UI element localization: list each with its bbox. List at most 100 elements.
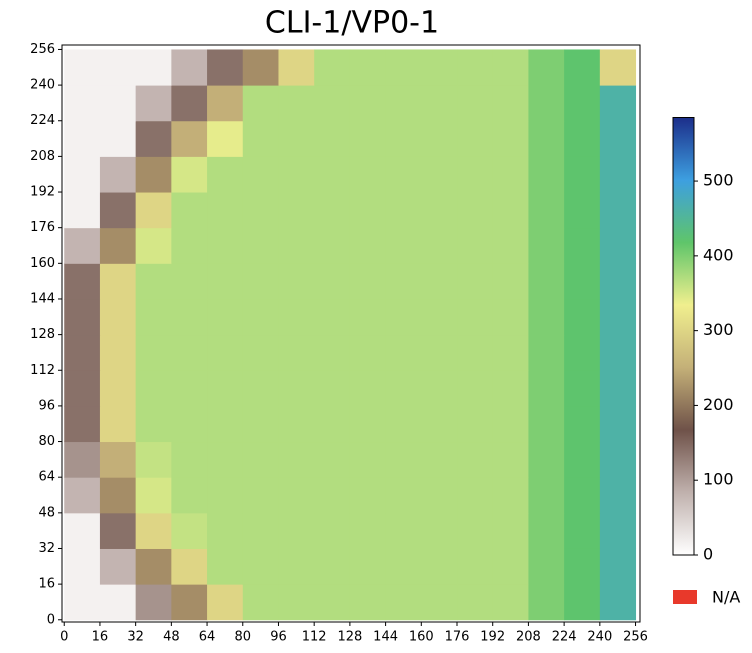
y-tick-label: 112 xyxy=(30,363,55,378)
x-tick-label: 224 xyxy=(552,630,577,645)
heat-cell xyxy=(314,334,351,371)
y-tick-label: 64 xyxy=(38,470,55,485)
heat-cell xyxy=(278,584,315,621)
heat-cell xyxy=(242,405,279,443)
heat-cell xyxy=(278,120,315,157)
heat-cell xyxy=(421,548,458,585)
heat-cell xyxy=(349,370,387,407)
heat-cell xyxy=(99,441,137,478)
y-tick-label: 144 xyxy=(30,291,55,306)
heat-cell xyxy=(242,49,279,86)
heat-cell xyxy=(314,477,351,514)
heat-cell xyxy=(385,548,422,585)
heat-cell xyxy=(314,263,351,300)
heat-cell xyxy=(207,192,244,229)
heat-cell xyxy=(421,298,458,336)
heat-cell xyxy=(64,370,101,407)
heat-cell xyxy=(385,120,422,157)
heat-cell xyxy=(135,584,172,621)
heat-cell xyxy=(242,85,279,122)
heat-cell xyxy=(528,370,565,407)
heat-cell xyxy=(599,441,637,478)
heat-cell xyxy=(64,120,101,157)
heat-cell xyxy=(278,192,315,229)
heat-cell xyxy=(171,370,208,407)
heat-cell xyxy=(349,49,387,86)
heat-cell xyxy=(349,584,387,621)
heat-cell xyxy=(99,120,137,157)
heat-cell xyxy=(385,298,422,336)
heat-cell xyxy=(599,227,637,264)
heat-cell xyxy=(135,441,172,478)
x-tick-label: 144 xyxy=(373,630,398,645)
heat-cell xyxy=(564,512,601,549)
heat-cell xyxy=(171,405,208,443)
heat-cell xyxy=(564,405,601,443)
x-tick-label: 208 xyxy=(516,630,541,645)
heat-cell xyxy=(564,85,601,122)
heat-cell xyxy=(564,156,601,193)
heat-cell xyxy=(99,370,137,407)
heat-cell xyxy=(421,156,458,193)
heat-cell xyxy=(385,405,422,443)
heat-cell xyxy=(349,548,387,585)
colorbar-tick-label: 200 xyxy=(703,395,734,414)
heat-cell xyxy=(457,370,494,407)
colorbar xyxy=(672,117,695,556)
na-label: N/A xyxy=(712,588,740,607)
heat-cell xyxy=(492,263,529,300)
heat-cell xyxy=(64,156,101,193)
heat-cell xyxy=(135,405,172,443)
heat-cell xyxy=(528,49,565,86)
heat-cell xyxy=(135,298,172,336)
heat-cell xyxy=(492,477,529,514)
x-tick-label: 64 xyxy=(199,630,216,645)
heat-cell xyxy=(314,441,351,478)
heat-cell xyxy=(64,49,101,86)
heat-cell xyxy=(457,263,494,300)
heat-cell xyxy=(207,263,244,300)
heat-cell xyxy=(457,584,494,621)
heat-cell xyxy=(64,584,101,621)
heat-cell xyxy=(64,192,101,229)
heat-cell xyxy=(349,85,387,122)
heat-cell xyxy=(278,49,315,86)
heat-cell xyxy=(64,405,101,443)
heat-cell xyxy=(207,85,244,122)
heat-cell xyxy=(242,263,279,300)
heat-cell xyxy=(99,49,137,86)
heat-cell xyxy=(314,370,351,407)
x-tick-label: 48 xyxy=(163,630,180,645)
y-tick-label: 256 xyxy=(30,42,55,57)
heat-cell xyxy=(135,512,172,549)
heat-cell xyxy=(64,334,101,371)
heat-cell xyxy=(135,477,172,514)
heat-cell xyxy=(278,477,315,514)
heat-cell xyxy=(135,334,172,371)
y-tick-label: 32 xyxy=(38,541,55,556)
colorbar-tick-label: 500 xyxy=(703,171,734,190)
heat-cell xyxy=(171,85,208,122)
colorbar-tick-label: 400 xyxy=(703,245,734,264)
heat-cell xyxy=(457,477,494,514)
heat-cell xyxy=(171,263,208,300)
heat-cell xyxy=(278,85,315,122)
heat-cell xyxy=(599,156,637,193)
heat-cell xyxy=(492,192,529,229)
colorbar-tick-label: 300 xyxy=(703,320,734,339)
heat-cell xyxy=(528,334,565,371)
heat-cell xyxy=(421,441,458,478)
heat-cell xyxy=(421,263,458,300)
heat-cell xyxy=(135,120,172,157)
heat-cell xyxy=(314,584,351,621)
heat-cell xyxy=(242,156,279,193)
y-tick-label: 192 xyxy=(30,185,55,200)
heat-cell xyxy=(492,512,529,549)
heat-cell xyxy=(242,120,279,157)
heat-cell xyxy=(278,370,315,407)
heat-cell xyxy=(492,227,529,264)
heat-cell xyxy=(528,227,565,264)
heat-cell xyxy=(421,405,458,443)
heat-cell xyxy=(599,370,637,407)
